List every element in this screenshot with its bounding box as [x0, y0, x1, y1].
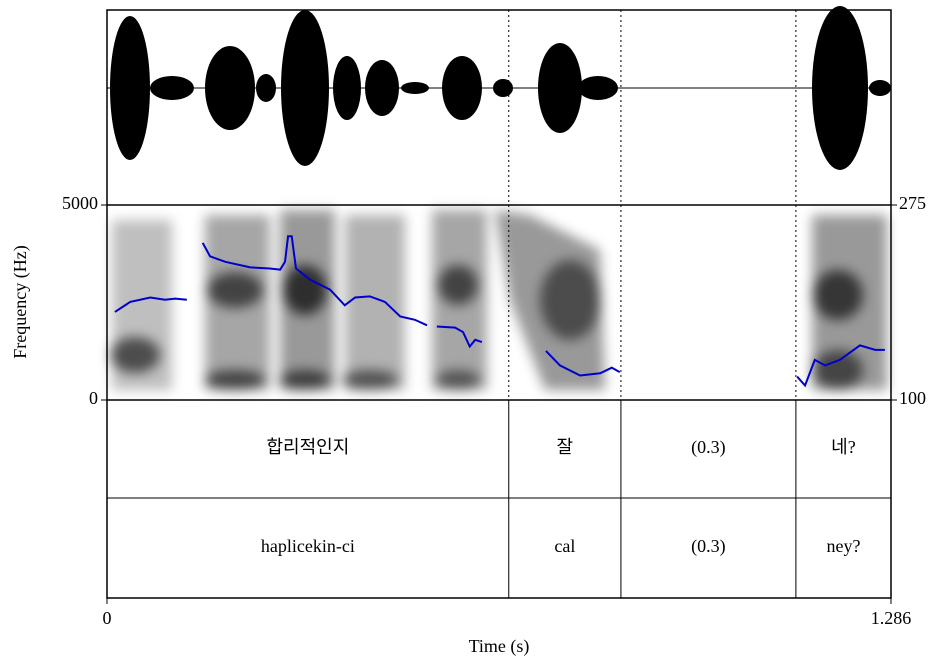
tier-label: (0.3): [691, 536, 726, 557]
tier-label: 네?: [831, 437, 856, 457]
y-tick-label: 0: [89, 388, 98, 408]
y-tick-label: 5000: [62, 193, 98, 213]
tier-label: 합리적인지: [266, 437, 349, 457]
tier-label: ney?: [826, 536, 860, 556]
y-axis-label: Frequency (Hz): [10, 245, 31, 358]
y2-tick-label: 100: [899, 388, 926, 408]
tier-label: (0.3): [691, 437, 726, 458]
tier-label: cal: [554, 536, 575, 556]
waveform: [107, 6, 891, 170]
x-tick-label: 0: [103, 608, 112, 628]
frame: [106, 9, 892, 599]
pitch-contour: [114, 235, 885, 388]
x-tick-label: 1.286: [871, 608, 912, 628]
tier-label: haplicekin-ci: [261, 536, 355, 556]
y2-tick-label: 275: [899, 193, 926, 213]
x-axis-label: Time (s): [469, 636, 530, 657]
spectrogram: [110, 210, 887, 390]
tier-label: 잘: [557, 437, 574, 457]
